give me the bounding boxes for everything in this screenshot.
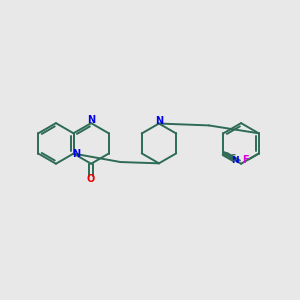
Text: N: N [72,148,80,159]
Text: C: C [230,154,236,163]
Text: N: N [231,156,239,165]
Text: N: N [87,116,95,125]
Text: O: O [87,174,95,184]
Text: N: N [155,116,163,125]
Text: F: F [242,154,249,165]
